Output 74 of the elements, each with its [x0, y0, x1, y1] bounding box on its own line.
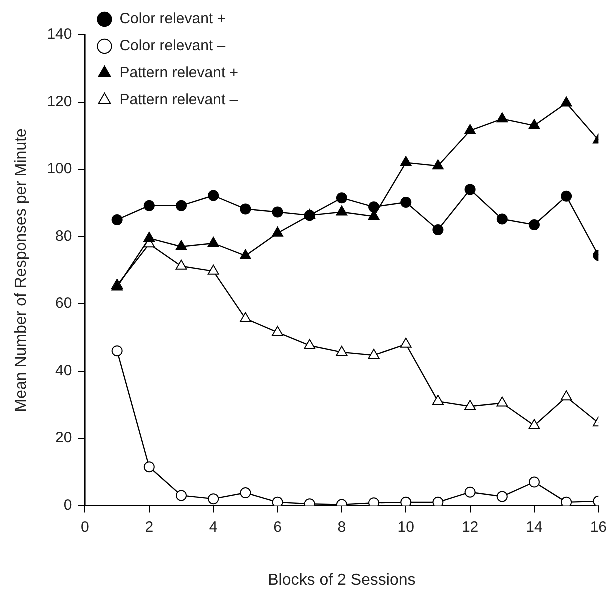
point: [432, 160, 444, 170]
point: [528, 220, 540, 230]
legend-label: Pattern relevant –: [120, 92, 239, 109]
y-tick-label: 20: [56, 430, 72, 447]
point: [272, 326, 284, 336]
point: [432, 395, 444, 406]
point: [176, 490, 187, 502]
legend-label: Color relevant +: [120, 10, 226, 28]
point: [272, 496, 284, 506]
x-tick-label: 4: [209, 518, 218, 536]
point: [240, 312, 252, 322]
point: [208, 494, 220, 505]
point: [144, 200, 155, 212]
point: [208, 264, 220, 275]
point: [208, 190, 220, 202]
point: [208, 236, 220, 247]
point: [176, 260, 188, 270]
point: [272, 206, 284, 218]
point: [561, 190, 572, 202]
y-tick-label: 140: [47, 26, 72, 44]
point: [400, 338, 412, 348]
point: [464, 400, 476, 410]
x-tick-label: 16: [590, 518, 607, 536]
point: [240, 249, 252, 260]
point: [561, 496, 572, 506]
point: [560, 96, 572, 107]
point: [336, 192, 348, 204]
y-tick-label: 40: [56, 362, 72, 380]
point: [112, 214, 123, 226]
point: [496, 112, 508, 123]
point: [560, 390, 572, 401]
point: [528, 476, 540, 488]
x-tick-label: 0: [81, 518, 90, 536]
x-tick-label: 6: [274, 518, 282, 536]
point: [272, 226, 284, 237]
x-tick-label: 2: [145, 518, 154, 536]
y-tick-label: 120: [47, 93, 72, 110]
point: [144, 462, 155, 473]
point: [368, 348, 380, 359]
point: [432, 496, 444, 506]
point: [176, 240, 188, 250]
point: [336, 346, 348, 356]
point: [112, 346, 123, 357]
x-axis-title: Blocks of 2 Sessions: [268, 572, 416, 589]
y-tick-label: 100: [47, 160, 72, 178]
y-tick-label: 80: [56, 228, 72, 245]
point: [496, 491, 508, 502]
x-tick-label: 8: [338, 518, 346, 536]
legend-label: Pattern relevant +: [120, 64, 239, 82]
legend-label: Color relevant –: [120, 38, 226, 55]
y-tick-label: 60: [56, 295, 72, 312]
point: [144, 232, 156, 242]
point: [496, 396, 508, 407]
point: [464, 184, 476, 196]
y-tick-label: 0: [64, 496, 72, 514]
x-tick-label: 10: [398, 518, 414, 536]
point: [496, 214, 508, 225]
point: [528, 419, 540, 430]
point: [176, 200, 187, 212]
point: [304, 339, 316, 350]
point: [464, 486, 476, 498]
point: [464, 124, 476, 134]
x-tick-label: 12: [462, 518, 479, 536]
point: [240, 204, 252, 215]
point: [336, 206, 348, 216]
point: [240, 488, 252, 499]
point: [528, 119, 540, 130]
point: [400, 156, 412, 166]
x-tick-label: 14: [526, 518, 543, 536]
point: [432, 224, 444, 236]
y-axis-title: Mean Number of Responses per Minute: [13, 128, 30, 412]
point: [400, 196, 412, 208]
point: [400, 496, 412, 506]
point: [368, 202, 380, 213]
